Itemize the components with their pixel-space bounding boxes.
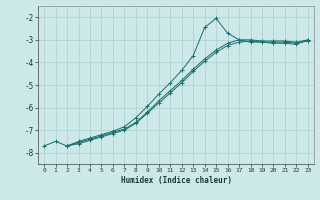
X-axis label: Humidex (Indice chaleur): Humidex (Indice chaleur)	[121, 176, 231, 185]
